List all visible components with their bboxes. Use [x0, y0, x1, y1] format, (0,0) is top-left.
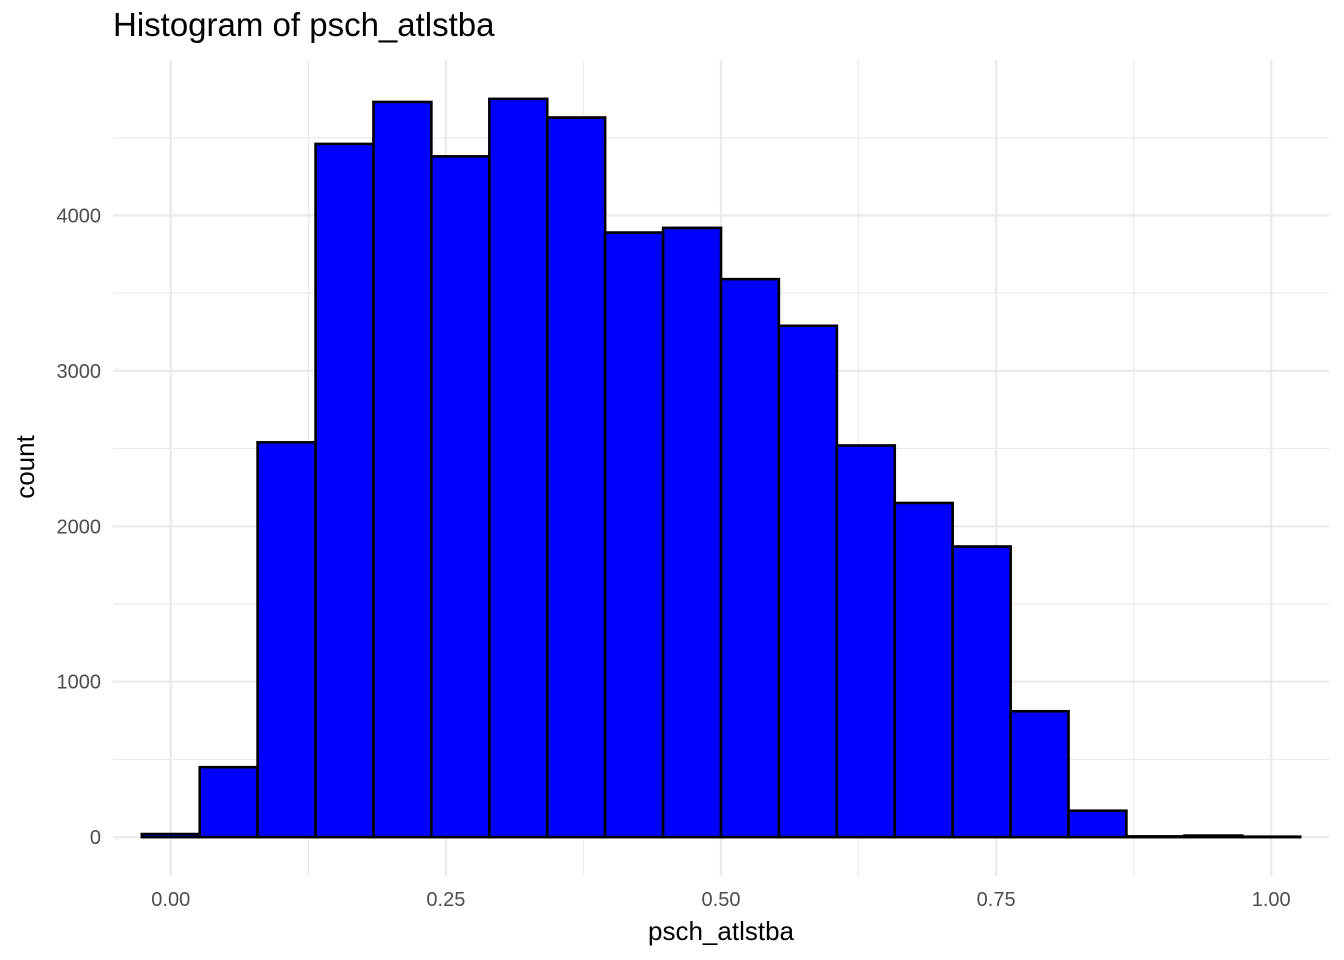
y-tick-label: 3000 [57, 361, 102, 383]
y-axis-tick-labels: 0 1000 2000 3000 4000 [57, 205, 102, 849]
x-axis-tick-labels: 0.00 0.25 0.50 0.75 1.00 [151, 889, 1290, 911]
histogram-bar [719, 277, 781, 839]
y-tick-label: 4000 [57, 205, 102, 227]
histogram-bar [545, 116, 607, 839]
histogram-bar [777, 324, 839, 839]
histogram-bar [372, 100, 433, 839]
x-tick-label: 0.50 [702, 889, 741, 911]
histogram-bar [835, 444, 897, 839]
y-tick-label: 2000 [57, 516, 102, 538]
x-tick-label: 1.00 [1252, 889, 1291, 911]
y-tick-label: 0 [90, 827, 101, 849]
x-tick-label: 0.75 [977, 889, 1016, 911]
chart-title: Histogram of psch_atlstba [113, 6, 495, 43]
histogram-bar [140, 832, 202, 839]
y-axis-title: count [10, 434, 40, 498]
histogram-bars [140, 97, 1302, 839]
histogram-bar [488, 97, 549, 839]
histogram-bar [430, 155, 491, 839]
x-tick-label: 0.00 [151, 889, 190, 911]
histogram-bar [198, 765, 259, 839]
histogram-bar [1009, 709, 1070, 839]
histogram-bar [314, 142, 375, 839]
histogram-bar [1125, 835, 1186, 839]
histogram-bar [1183, 834, 1244, 839]
histogram-bar [1067, 809, 1128, 839]
histogram-bar [893, 501, 954, 839]
histogram-bar [661, 226, 723, 839]
x-tick-label: 0.25 [426, 889, 465, 911]
histogram-bar [256, 441, 317, 839]
x-axis-title: psch_atlstba [648, 916, 795, 946]
histogram-bar [951, 545, 1012, 839]
histogram-bar [603, 231, 665, 839]
y-tick-label: 1000 [57, 672, 102, 694]
